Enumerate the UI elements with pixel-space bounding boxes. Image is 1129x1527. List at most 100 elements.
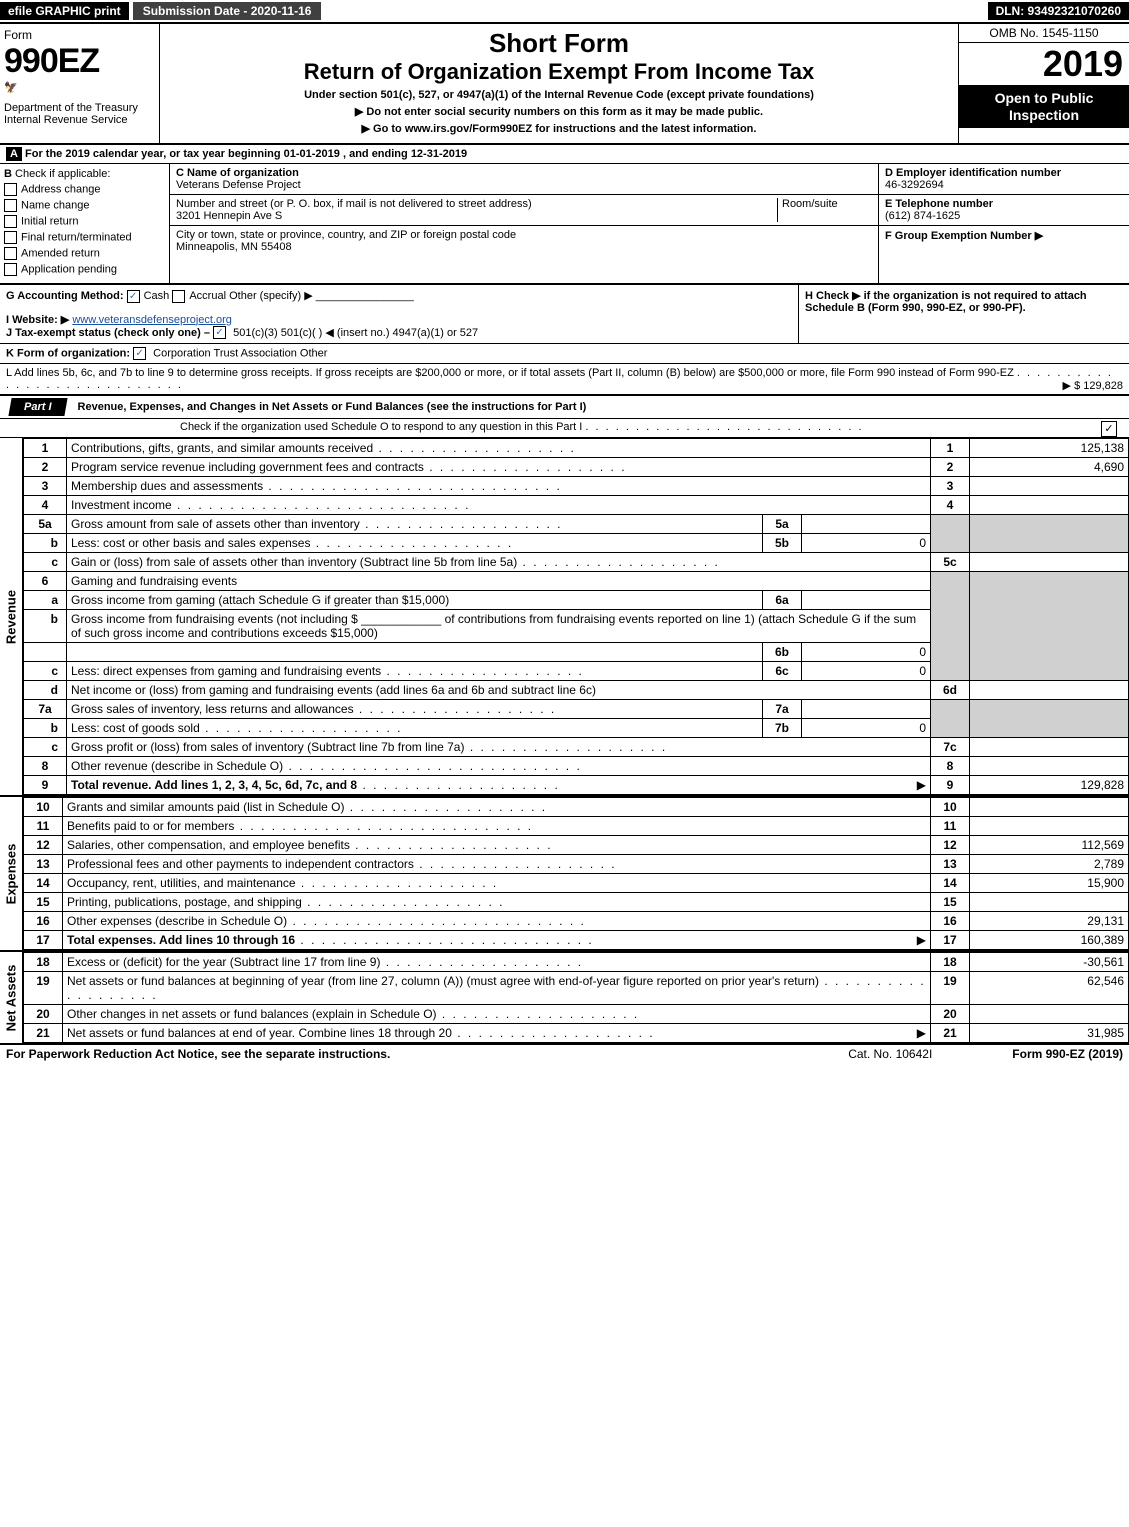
check-final-return[interactable] — [4, 231, 17, 244]
website-link[interactable]: www.veteransdefenseproject.org — [72, 314, 232, 326]
line-8: 8 Other revenue (describe in Schedule O)… — [24, 757, 1129, 776]
form-header: Form 990EZ 🦅 Department of the Treasury … — [0, 24, 1129, 145]
pra-notice: For Paperwork Reduction Act Notice, see … — [6, 1047, 390, 1061]
line-12: 12Salaries, other compensation, and empl… — [24, 836, 1129, 855]
dln-label: DLN: 93492321070260 — [988, 2, 1129, 20]
line-2: 2 Program service revenue including gove… — [24, 458, 1129, 477]
line-14: 14Occupancy, rent, utilities, and mainte… — [24, 874, 1129, 893]
check-amended-return[interactable] — [4, 247, 17, 260]
form-code: 990EZ — [4, 42, 155, 81]
line-16: 16Other expenses (describe in Schedule O… — [24, 912, 1129, 931]
check-initial-return[interactable] — [4, 215, 17, 228]
short-form-title: Short Form — [164, 28, 954, 59]
part1-header: Part I Revenue, Expenses, and Changes in… — [0, 395, 1129, 419]
open-public-badge: Open to Public Inspection — [959, 86, 1129, 128]
label-j: J Tax-exempt status (check only one) – — [6, 327, 213, 339]
label-e: E Telephone number — [885, 198, 993, 210]
check-501c3[interactable] — [213, 326, 226, 339]
org-name: Veterans Defense Project — [176, 179, 301, 191]
label-d: D Employer identification number — [885, 167, 1061, 179]
check-accrual[interactable] — [172, 290, 185, 303]
netassets-sidelabel: Net Assets — [0, 952, 23, 1043]
label-b: B — [4, 168, 12, 180]
row-l: L Add lines 5b, 6c, and 7b to line 9 to … — [0, 364, 1129, 395]
period-text1: For the 2019 calendar year, or tax year … — [25, 148, 284, 160]
line-4: 4 Investment income 4 — [24, 496, 1129, 515]
label-c: C Name of organization — [176, 167, 299, 179]
check-application-pending[interactable] — [4, 263, 17, 276]
label-h: H Check ▶ if the organization is not req… — [805, 290, 1087, 314]
k-options: Corporation Trust Association Other — [153, 348, 327, 360]
check-address-change[interactable] — [4, 183, 17, 196]
line-19: 19Net assets or fund balances at beginni… — [24, 972, 1129, 1005]
check-label-2: Initial return — [21, 215, 78, 227]
line-6d: d Net income or (loss) from gaming and f… — [24, 681, 1129, 700]
check-corporation[interactable] — [133, 347, 146, 360]
revenue-section: Revenue 1 Contributions, gifts, grants, … — [0, 438, 1129, 795]
label-g: G Accounting Method: — [6, 290, 124, 302]
ein-value: 46-3292694 — [885, 179, 944, 191]
header-left: Form 990EZ 🦅 Department of the Treasury … — [0, 24, 160, 143]
expenses-sidelabel: Expenses — [0, 797, 23, 950]
org-column: C Name of organization Veterans Defense … — [170, 164, 879, 283]
ssn-warning: Do not enter social security numbers on … — [164, 105, 954, 118]
label-f: F Group Exemption Number ▶ — [885, 230, 1043, 242]
street-label: Number and street (or P. O. box, if mail… — [176, 198, 532, 210]
period-end: 12-31-2019 — [411, 148, 467, 160]
return-title: Return of Organization Exempt From Incom… — [164, 59, 954, 85]
line-6: 6 Gaming and fundraising events — [24, 572, 1129, 591]
row-k: K Form of organization: Corporation Trus… — [0, 344, 1129, 364]
efile-label[interactable]: efile GRAPHIC print — [0, 2, 129, 20]
header-right: OMB No. 1545-1150 2019 Open to Public In… — [959, 24, 1129, 143]
label-a: A — [6, 147, 22, 161]
line-11: 11Benefits paid to or for members11 — [24, 817, 1129, 836]
top-bar: efile GRAPHIC print Submission Date - 20… — [0, 0, 1129, 24]
line-1: 1 Contributions, gifts, grants, and simi… — [24, 439, 1129, 458]
city-label: City or town, state or province, country… — [176, 229, 516, 241]
form-word: Form — [4, 28, 155, 42]
line-9: 9 Total revenue. Add lines 1, 2, 3, 4, 5… — [24, 776, 1129, 795]
part1-schedule-o-check: Check if the organization used Schedule … — [0, 419, 1129, 438]
omb-number: OMB No. 1545-1150 — [959, 24, 1129, 43]
line-20: 20Other changes in net assets or fund ba… — [24, 1005, 1129, 1024]
check-label-3: Final return/terminated — [21, 231, 132, 243]
opt-other: Other (specify) ▶ — [229, 290, 313, 302]
sched-o-dots — [585, 421, 863, 433]
opt-cash: Cash — [144, 290, 170, 302]
line-10: 10Grants and similar amounts paid (list … — [24, 798, 1129, 817]
street-value: 3201 Hennepin Ave S — [176, 210, 282, 222]
expenses-section: Expenses 10Grants and similar amounts pa… — [0, 795, 1129, 950]
check-label-5: Application pending — [21, 263, 117, 275]
right-column: D Employer identification number 46-3292… — [879, 164, 1129, 283]
line-5a: 5a Gross amount from sale of assets othe… — [24, 515, 1129, 534]
netassets-table: 18Excess or (deficit) for the year (Subt… — [23, 952, 1129, 1043]
cat-number: Cat. No. 10642I — [848, 1047, 932, 1061]
city-value: Minneapolis, MN 55408 — [176, 241, 292, 253]
entity-block: B Check if applicable: Address change Na… — [0, 164, 1129, 285]
line-17: 17Total expenses. Add lines 10 through 1… — [24, 931, 1129, 950]
revenue-sidelabel: Revenue — [0, 438, 23, 795]
check-cash[interactable] — [127, 290, 140, 303]
section-b-checks: B Check if applicable: Address change Na… — [0, 164, 170, 283]
dept-label: Department of the Treasury — [4, 102, 155, 114]
label-i: I Website: ▶ — [6, 314, 69, 326]
header-center: Short Form Return of Organization Exempt… — [160, 24, 959, 143]
netassets-section: Net Assets 18Excess or (deficit) for the… — [0, 950, 1129, 1043]
expenses-table: 10Grants and similar amounts paid (list … — [23, 797, 1129, 950]
part1-title: Revenue, Expenses, and Changes in Net As… — [78, 401, 587, 413]
line-21: 21Net assets or fund balances at end of … — [24, 1024, 1129, 1043]
check-label-1: Name change — [21, 199, 90, 211]
form-ref: Form 990-EZ (2019) — [1012, 1047, 1123, 1061]
page-footer: For Paperwork Reduction Act Notice, see … — [0, 1043, 1129, 1063]
goto-link[interactable]: Go to www.irs.gov/Form990EZ for instruct… — [164, 122, 954, 135]
sched-o-checkbox[interactable]: ✓ — [1101, 421, 1117, 437]
line-3: 3 Membership dues and assessments 3 — [24, 477, 1129, 496]
l-amount: ▶ $ 129,828 — [1063, 379, 1123, 392]
phone-value: (612) 874-1625 — [885, 210, 960, 222]
period-begin: 01-01-2019 — [284, 148, 340, 160]
label-k: K Form of organization: — [6, 348, 130, 360]
check-name-change[interactable] — [4, 199, 17, 212]
check-label-0: Address change — [21, 183, 101, 195]
l-text: L Add lines 5b, 6c, and 7b to line 9 to … — [6, 367, 1014, 379]
check-label-4: Amended return — [21, 247, 100, 259]
